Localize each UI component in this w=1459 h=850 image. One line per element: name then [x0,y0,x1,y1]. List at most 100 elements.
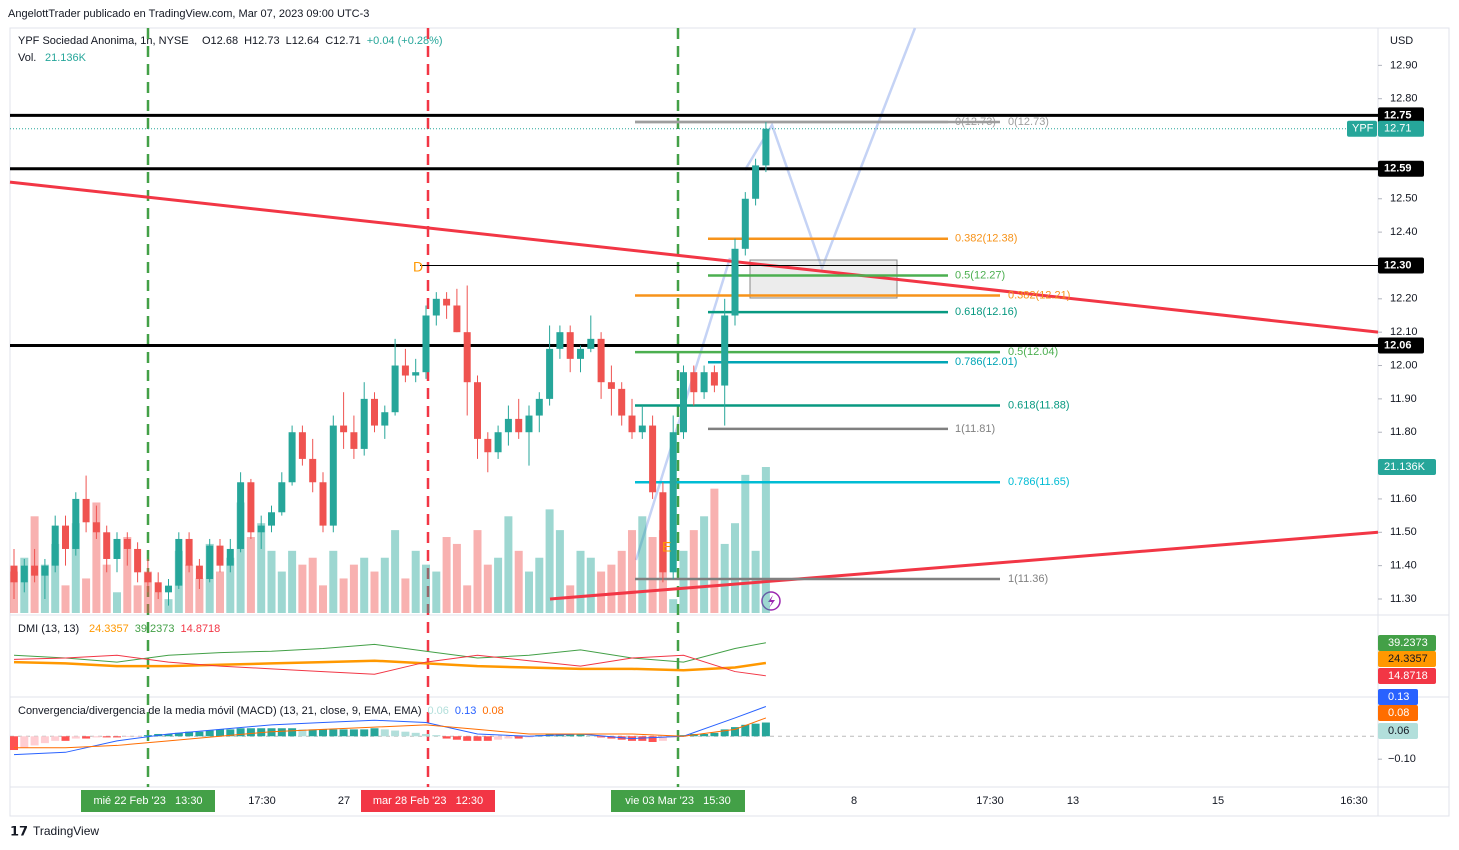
time-label: 16:30 [1340,795,1368,807]
volume-bar [133,585,142,613]
footer: TradingView [33,824,99,838]
time-label: 17:30 [248,795,276,807]
macd-line [14,717,767,749]
candle-body [10,565,18,583]
candle-body [319,482,327,526]
logo-mark: 𝟭𝟳 [10,823,28,838]
volume-bar [586,557,595,613]
chart-frame [9,27,1450,817]
volume-bar [246,537,255,613]
macd-legend-value: 0.08 [482,705,503,717]
volume-bar [617,550,626,613]
macd-histogram [20,736,29,748]
fib-label: 0.382(12.21) [1008,289,1070,301]
dmi-legend-value: 24.3357 [89,623,129,635]
volume-bar [442,537,451,613]
volume-bar [648,537,657,613]
macd-histogram [473,736,482,741]
volume-bar [82,578,91,613]
y-tick-label: 11.80 [1390,426,1417,438]
candle-body [504,418,512,433]
macd-line [13,706,767,756]
time-badge [611,790,745,812]
candle-body [82,498,90,523]
macd-histogram [483,736,492,741]
macd-histogram [741,724,750,737]
macd-histogram [514,736,523,739]
y-tick-label: 11.50 [1390,526,1417,538]
volume-bar [277,571,286,613]
annotation: D [413,259,423,275]
macd-histogram [360,729,369,737]
volume-title: Vol. [18,52,36,64]
volume-bar [195,578,204,613]
candle-body [309,458,317,483]
candle-body [195,565,203,579]
candle-body [680,372,687,433]
volume-bar [566,585,575,613]
candle-body [690,372,698,393]
macd-histogram [494,736,503,740]
candle-body [474,382,481,439]
y-tick-label: 12.50 [1390,193,1418,205]
symbol: YPF Sociedad Anonima, 1h, NYSE [18,35,189,47]
publisher: AngelottTrader publicado en TradingView.… [8,8,369,20]
y-tick-label: 12.10 [1390,326,1418,338]
macd-histogram [432,735,441,737]
y-tick-label: 12.40 [1390,226,1418,238]
y-tick-label: 11.90 [1390,393,1417,405]
volume-bar [432,571,441,613]
time-badge [361,790,495,812]
macd-histogram [391,730,400,737]
macd-histogram [308,729,317,737]
macd-histogram [319,729,327,737]
candle-body [659,492,667,573]
volume-bar [452,543,461,613]
macd-histogram [370,728,379,737]
candle-body [577,348,584,359]
dmi-badge [1378,635,1436,651]
volume-bar [102,564,111,613]
volume-bar [329,550,338,613]
candle-body [422,315,430,373]
macd-histogram [720,729,729,737]
candle-body [597,338,605,383]
volume-bar [504,516,513,613]
volume-bar [319,585,327,613]
macd-histogram [226,729,235,737]
fib-label: 0(12.73) [1008,116,1049,128]
dmi-badge [1378,651,1436,667]
volume-bar [689,530,698,613]
volume-bar [370,571,379,613]
macd-histogram [751,723,760,737]
macd-badge-label: 0.13 [1388,691,1409,703]
candle-body [412,372,420,376]
candle-body [752,165,760,199]
volume-bar [236,502,245,613]
volume-bar [494,557,503,613]
time-label: 8 [851,795,857,807]
candle-body [669,432,677,573]
macd-histogram [679,735,688,737]
candle-body [298,432,306,459]
volume-badge [1378,459,1436,475]
macd-histogram [246,728,255,737]
candle-body [741,198,749,249]
candle-body [546,348,554,399]
ohlc-value: L12.64 [286,35,320,47]
volume-bar [164,599,173,613]
macd-histogram [380,729,389,737]
symbol-badge [1347,120,1377,137]
time-label: 15 [1212,795,1224,807]
macd-badge-label: 0.06 [1388,725,1409,737]
macd-histogram [40,736,49,744]
volume-bar [216,571,224,613]
dmi-line [13,659,767,672]
macd-histogram [82,736,91,739]
level-label: 12.59 [1384,163,1412,175]
dmi-legend-value: 39.2373 [135,623,175,635]
candle-body [216,545,224,566]
projection-line [743,27,917,272]
fib-label: 0.786(12.01) [955,356,1017,368]
